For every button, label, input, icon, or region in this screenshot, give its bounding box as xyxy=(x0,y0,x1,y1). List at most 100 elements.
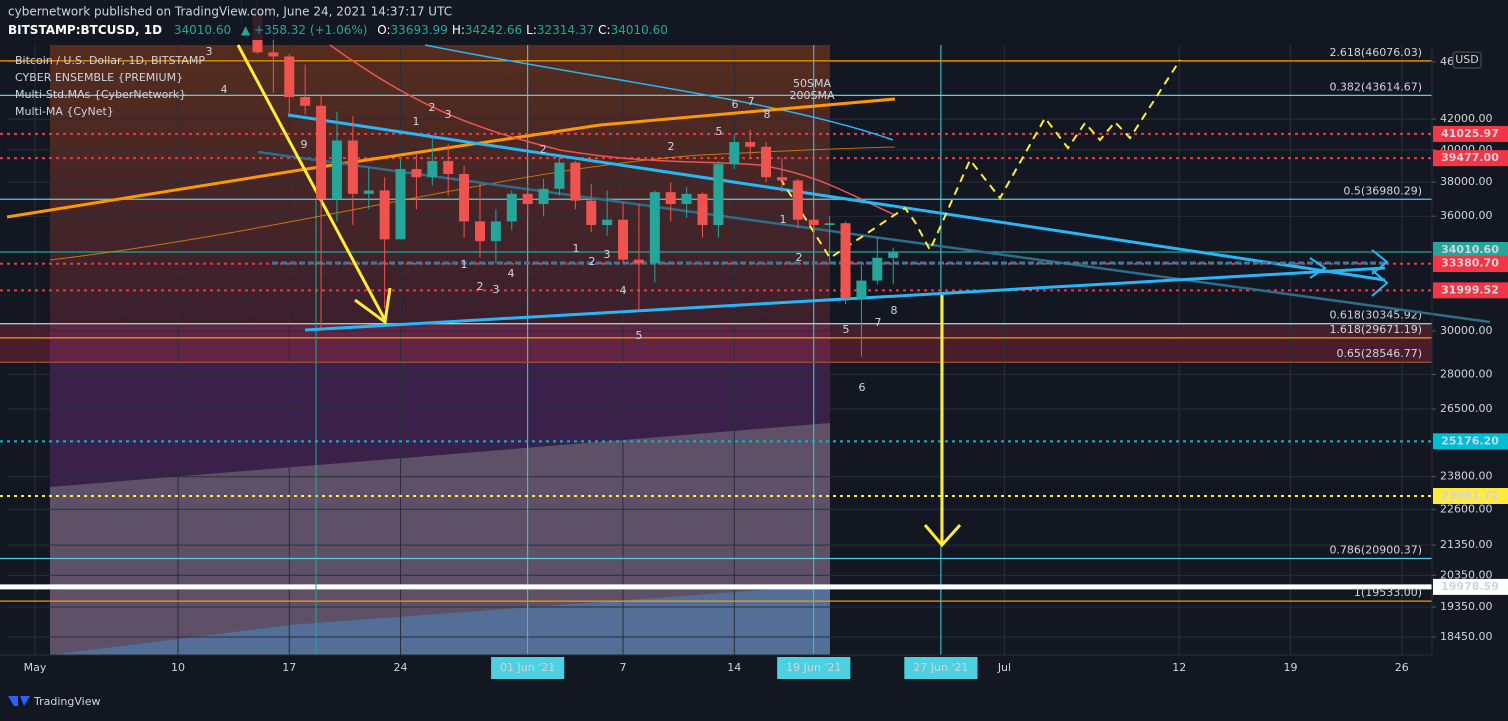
td-count: 3 xyxy=(206,45,213,58)
price: 34010.60 xyxy=(174,23,231,37)
level-box xyxy=(1433,488,1508,505)
td-count: 1 xyxy=(573,242,580,255)
y-tick-label: 36000.00 xyxy=(1440,209,1493,222)
ma-label: 50SMA xyxy=(793,77,831,90)
logo[interactable] xyxy=(8,696,30,706)
level-label: 0.5(36980.29) xyxy=(1343,184,1422,197)
candle-body xyxy=(697,193,708,225)
td-count: 2 xyxy=(429,101,436,114)
level-box xyxy=(1433,433,1508,450)
td-count: 7 xyxy=(875,316,882,329)
x-tick-label: Jul xyxy=(997,661,1011,674)
arrow-yellow-head xyxy=(354,287,392,325)
ohlc-value: 34010.60 xyxy=(611,23,668,37)
ohlc-key: C: xyxy=(598,23,610,37)
y-tick-label: 21350.00 xyxy=(1440,538,1493,551)
x-tick-highlight xyxy=(904,657,978,679)
candle-body xyxy=(808,219,819,225)
candle-body xyxy=(745,142,756,147)
y-tick-label: 23800.00 xyxy=(1440,470,1493,483)
trendline-upper xyxy=(287,113,1386,282)
x-tick-label: 24 xyxy=(394,661,408,674)
candle-body xyxy=(618,219,629,260)
header-bg xyxy=(0,0,1508,40)
y-tick-label: 26500.00 xyxy=(1440,402,1493,415)
legend: Bitcoin / U.S. Dollar, 1D, BITSTAMP CYBER… xyxy=(15,54,205,118)
candle-body xyxy=(776,177,787,181)
arrow-yellow xyxy=(236,44,387,321)
candle-body xyxy=(665,192,676,205)
trendline-lower xyxy=(304,266,1386,332)
symbol-line: BITSTAMP:BTCUSD, 1D 34010.60 ▲ +358.32 (… xyxy=(8,23,668,37)
y-tick-label: 22600.00 xyxy=(1440,502,1493,515)
level-label: 0.382(43614.67) xyxy=(1329,80,1422,93)
x-tick-label: 27 Jun '21 xyxy=(913,661,968,674)
level-label: 41025.97 xyxy=(1441,127,1499,140)
candle-body xyxy=(490,221,501,242)
x-tick-label: 12 xyxy=(1172,661,1186,674)
candle-body xyxy=(379,190,390,240)
level-label: 1.618(29671.19) xyxy=(1329,323,1422,336)
td-count: 1 xyxy=(780,213,787,226)
td-count: 6 xyxy=(732,98,739,111)
td-count: 6 xyxy=(859,381,866,394)
td-count: 2 xyxy=(668,140,675,153)
time-axis xyxy=(0,655,1508,721)
arrow-down-head xyxy=(923,523,962,548)
ohlc-value: 33693.99 xyxy=(391,23,448,37)
ohlc-key: L: xyxy=(526,23,537,37)
level-box xyxy=(1433,150,1508,167)
x-tick-label: 7 xyxy=(620,661,627,674)
y-tick-label: 20350.00 xyxy=(1440,568,1493,581)
y-tick-label: 19350.00 xyxy=(1440,600,1493,613)
x-tick-label: 01 Jun '21 xyxy=(500,661,555,674)
candle-body xyxy=(411,169,422,178)
zone-wedge xyxy=(50,423,830,655)
td-count: 1 xyxy=(413,115,420,128)
candle-body xyxy=(761,146,772,178)
ma-red xyxy=(329,44,896,216)
level-label: 0.618(30345.92) xyxy=(1329,309,1422,322)
candle-body xyxy=(443,160,454,174)
level-label: 1(19533.00) xyxy=(1354,586,1422,599)
candle-body xyxy=(872,257,883,281)
td-count: 2 xyxy=(589,255,596,268)
candle-body xyxy=(729,142,740,165)
level-box xyxy=(1433,255,1508,272)
td-count: 5 xyxy=(636,329,643,342)
legend-item[interactable]: Multi-MA {CyNet} xyxy=(15,105,114,118)
candle-body xyxy=(395,169,406,240)
candle-body xyxy=(570,162,581,201)
legend-item[interactable]: Multi-Std.MAs {CyberNetwork} xyxy=(15,88,186,101)
ma-blue xyxy=(424,44,894,141)
candle-body xyxy=(427,160,438,178)
level-label: 33380.70 xyxy=(1441,257,1499,270)
candle-body xyxy=(538,188,549,205)
legend-item[interactable]: CYBER ENSEMBLE {PREMIUM} xyxy=(15,71,183,84)
footer-brand[interactable]: TradingView xyxy=(33,695,100,708)
level-label: 31999.52 xyxy=(1441,283,1499,296)
candle-body xyxy=(474,221,485,242)
candle-body xyxy=(316,105,327,199)
candle-body xyxy=(522,193,533,205)
candle-body xyxy=(506,193,517,222)
ohlc-key: O: xyxy=(377,23,390,37)
ma-orange xyxy=(6,97,896,219)
candle-body xyxy=(586,200,597,225)
td-count: 2 xyxy=(540,143,547,156)
candle-body xyxy=(824,223,835,225)
td-count: 3 xyxy=(445,108,452,121)
legend-item[interactable]: Bitcoin / U.S. Dollar, 1D, BITSTAMP xyxy=(15,54,205,67)
ohlc-value: 32314.37 xyxy=(537,23,594,37)
y-tick-label: 42000.00 xyxy=(1440,112,1493,125)
level-label: 25176.20 xyxy=(1441,434,1499,447)
axes: 4642000.0040000.0038000.0036000.0030000.… xyxy=(24,55,1508,679)
candle-body xyxy=(459,173,470,222)
td-count: 3 xyxy=(604,248,611,261)
candle-body xyxy=(554,162,565,189)
y-tick-label: 30000.00 xyxy=(1440,324,1493,337)
td-count: 9 xyxy=(301,138,308,151)
candle-body xyxy=(602,219,613,225)
candle-body xyxy=(363,190,374,194)
